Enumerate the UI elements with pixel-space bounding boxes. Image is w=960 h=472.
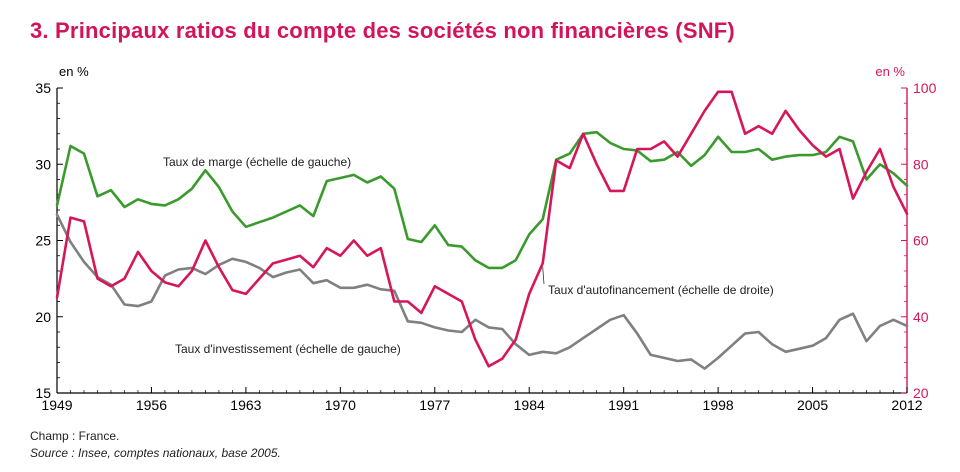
series-line-taux-autofinancement xyxy=(55,90,909,368)
x-tick-label: 1970 xyxy=(325,397,356,413)
right-tick-label: 100 xyxy=(913,80,937,96)
series-line-taux-investissement xyxy=(55,213,909,370)
series-line-taux-de-marge xyxy=(55,130,909,270)
left-tick-label: 20 xyxy=(35,309,51,325)
right-tick-label: 80 xyxy=(913,156,929,172)
x-tick-label: 1949 xyxy=(41,397,72,413)
footer-source: Source : Insee, comptes nationaux, base … xyxy=(30,446,281,460)
right-tick-label: 60 xyxy=(913,233,929,249)
right-axis-unit: en % xyxy=(875,64,905,79)
annotation-label: Taux d'autofinancement (échelle de droit… xyxy=(548,283,774,297)
x-tick-label: 1956 xyxy=(136,397,167,413)
chart-title: 3. Principaux ratios du compte des socié… xyxy=(30,18,735,43)
x-tick-label: 1991 xyxy=(608,397,639,413)
annotation-leader-line xyxy=(542,267,545,285)
right-tick-label: 40 xyxy=(913,309,929,325)
left-tick-label: 35 xyxy=(35,80,51,96)
left-tick-label: 30 xyxy=(35,156,51,172)
x-tick-label: 1984 xyxy=(514,397,545,413)
left-tick-label: 15 xyxy=(35,385,51,401)
left-axis-unit: en % xyxy=(59,64,89,79)
x-tick-label: 2012 xyxy=(891,397,922,413)
footer-scope: Champ : France. xyxy=(30,429,120,443)
x-tick-label: 1998 xyxy=(703,397,734,413)
left-tick-label: 25 xyxy=(35,233,51,249)
annotation-label: Taux d'investissement (échelle de gauche… xyxy=(175,342,401,356)
right-tick-label: 20 xyxy=(913,385,929,401)
x-tick-label: 2005 xyxy=(797,397,828,413)
x-tick-label: 1963 xyxy=(230,397,261,413)
annotation-label: Taux de marge (échelle de gauche) xyxy=(163,155,351,169)
x-tick-label: 1977 xyxy=(419,397,450,413)
